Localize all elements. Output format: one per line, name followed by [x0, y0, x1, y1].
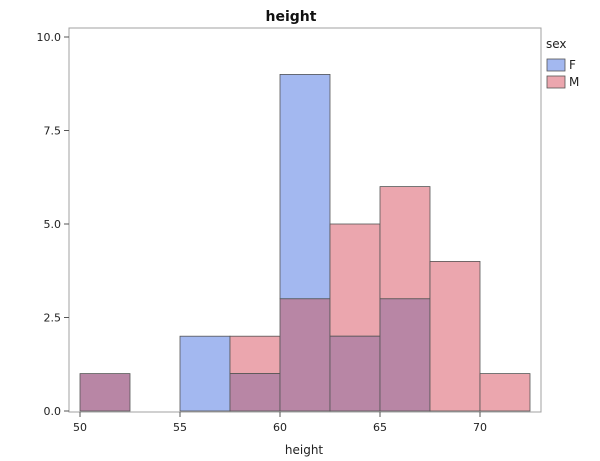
- bar-f-55: [180, 336, 230, 411]
- legend-title: sex: [546, 37, 567, 51]
- bar-m-70: [480, 374, 530, 411]
- legend-label-f: F: [569, 58, 576, 72]
- y-tick-label: 5.0: [44, 218, 62, 231]
- x-tick-label: 50: [73, 421, 87, 434]
- bar-overlap-65: [380, 299, 430, 411]
- y-tick-label: 2.5: [44, 312, 62, 325]
- bar-overlap-57.5: [230, 374, 280, 411]
- bar-m-57.5: [230, 336, 280, 373]
- y-tick-label: 0.0: [44, 405, 62, 418]
- y-tick-label: 7.5: [44, 125, 62, 138]
- bar-overlap-62.5: [330, 336, 380, 411]
- legend-swatch-f: [547, 59, 565, 71]
- x-tick-label: 55: [173, 421, 187, 434]
- legend: sex FM: [546, 37, 579, 89]
- legend-label-m: M: [569, 75, 579, 89]
- x-tick-label: 65: [373, 421, 387, 434]
- bar-overlap-60: [280, 299, 330, 411]
- y-axis: 0.0 2.5 5.0 7.5 10.0: [37, 31, 70, 418]
- legend-swatch-m: [547, 76, 565, 88]
- x-axis-title: height: [285, 443, 324, 457]
- bar-f-60: [280, 74, 330, 298]
- x-tick-label: 70: [473, 421, 487, 434]
- x-axis: 50 55 60 65 70: [73, 412, 487, 434]
- y-tick-label: 10.0: [37, 31, 62, 44]
- bar-m-65: [380, 187, 430, 299]
- chart-title: height: [266, 9, 317, 25]
- x-tick-label: 60: [273, 421, 287, 434]
- bar-overlap-50: [80, 374, 130, 411]
- bar-m-67.5: [430, 261, 480, 411]
- bars-group: [80, 74, 530, 411]
- bar-m-62.5: [330, 224, 380, 336]
